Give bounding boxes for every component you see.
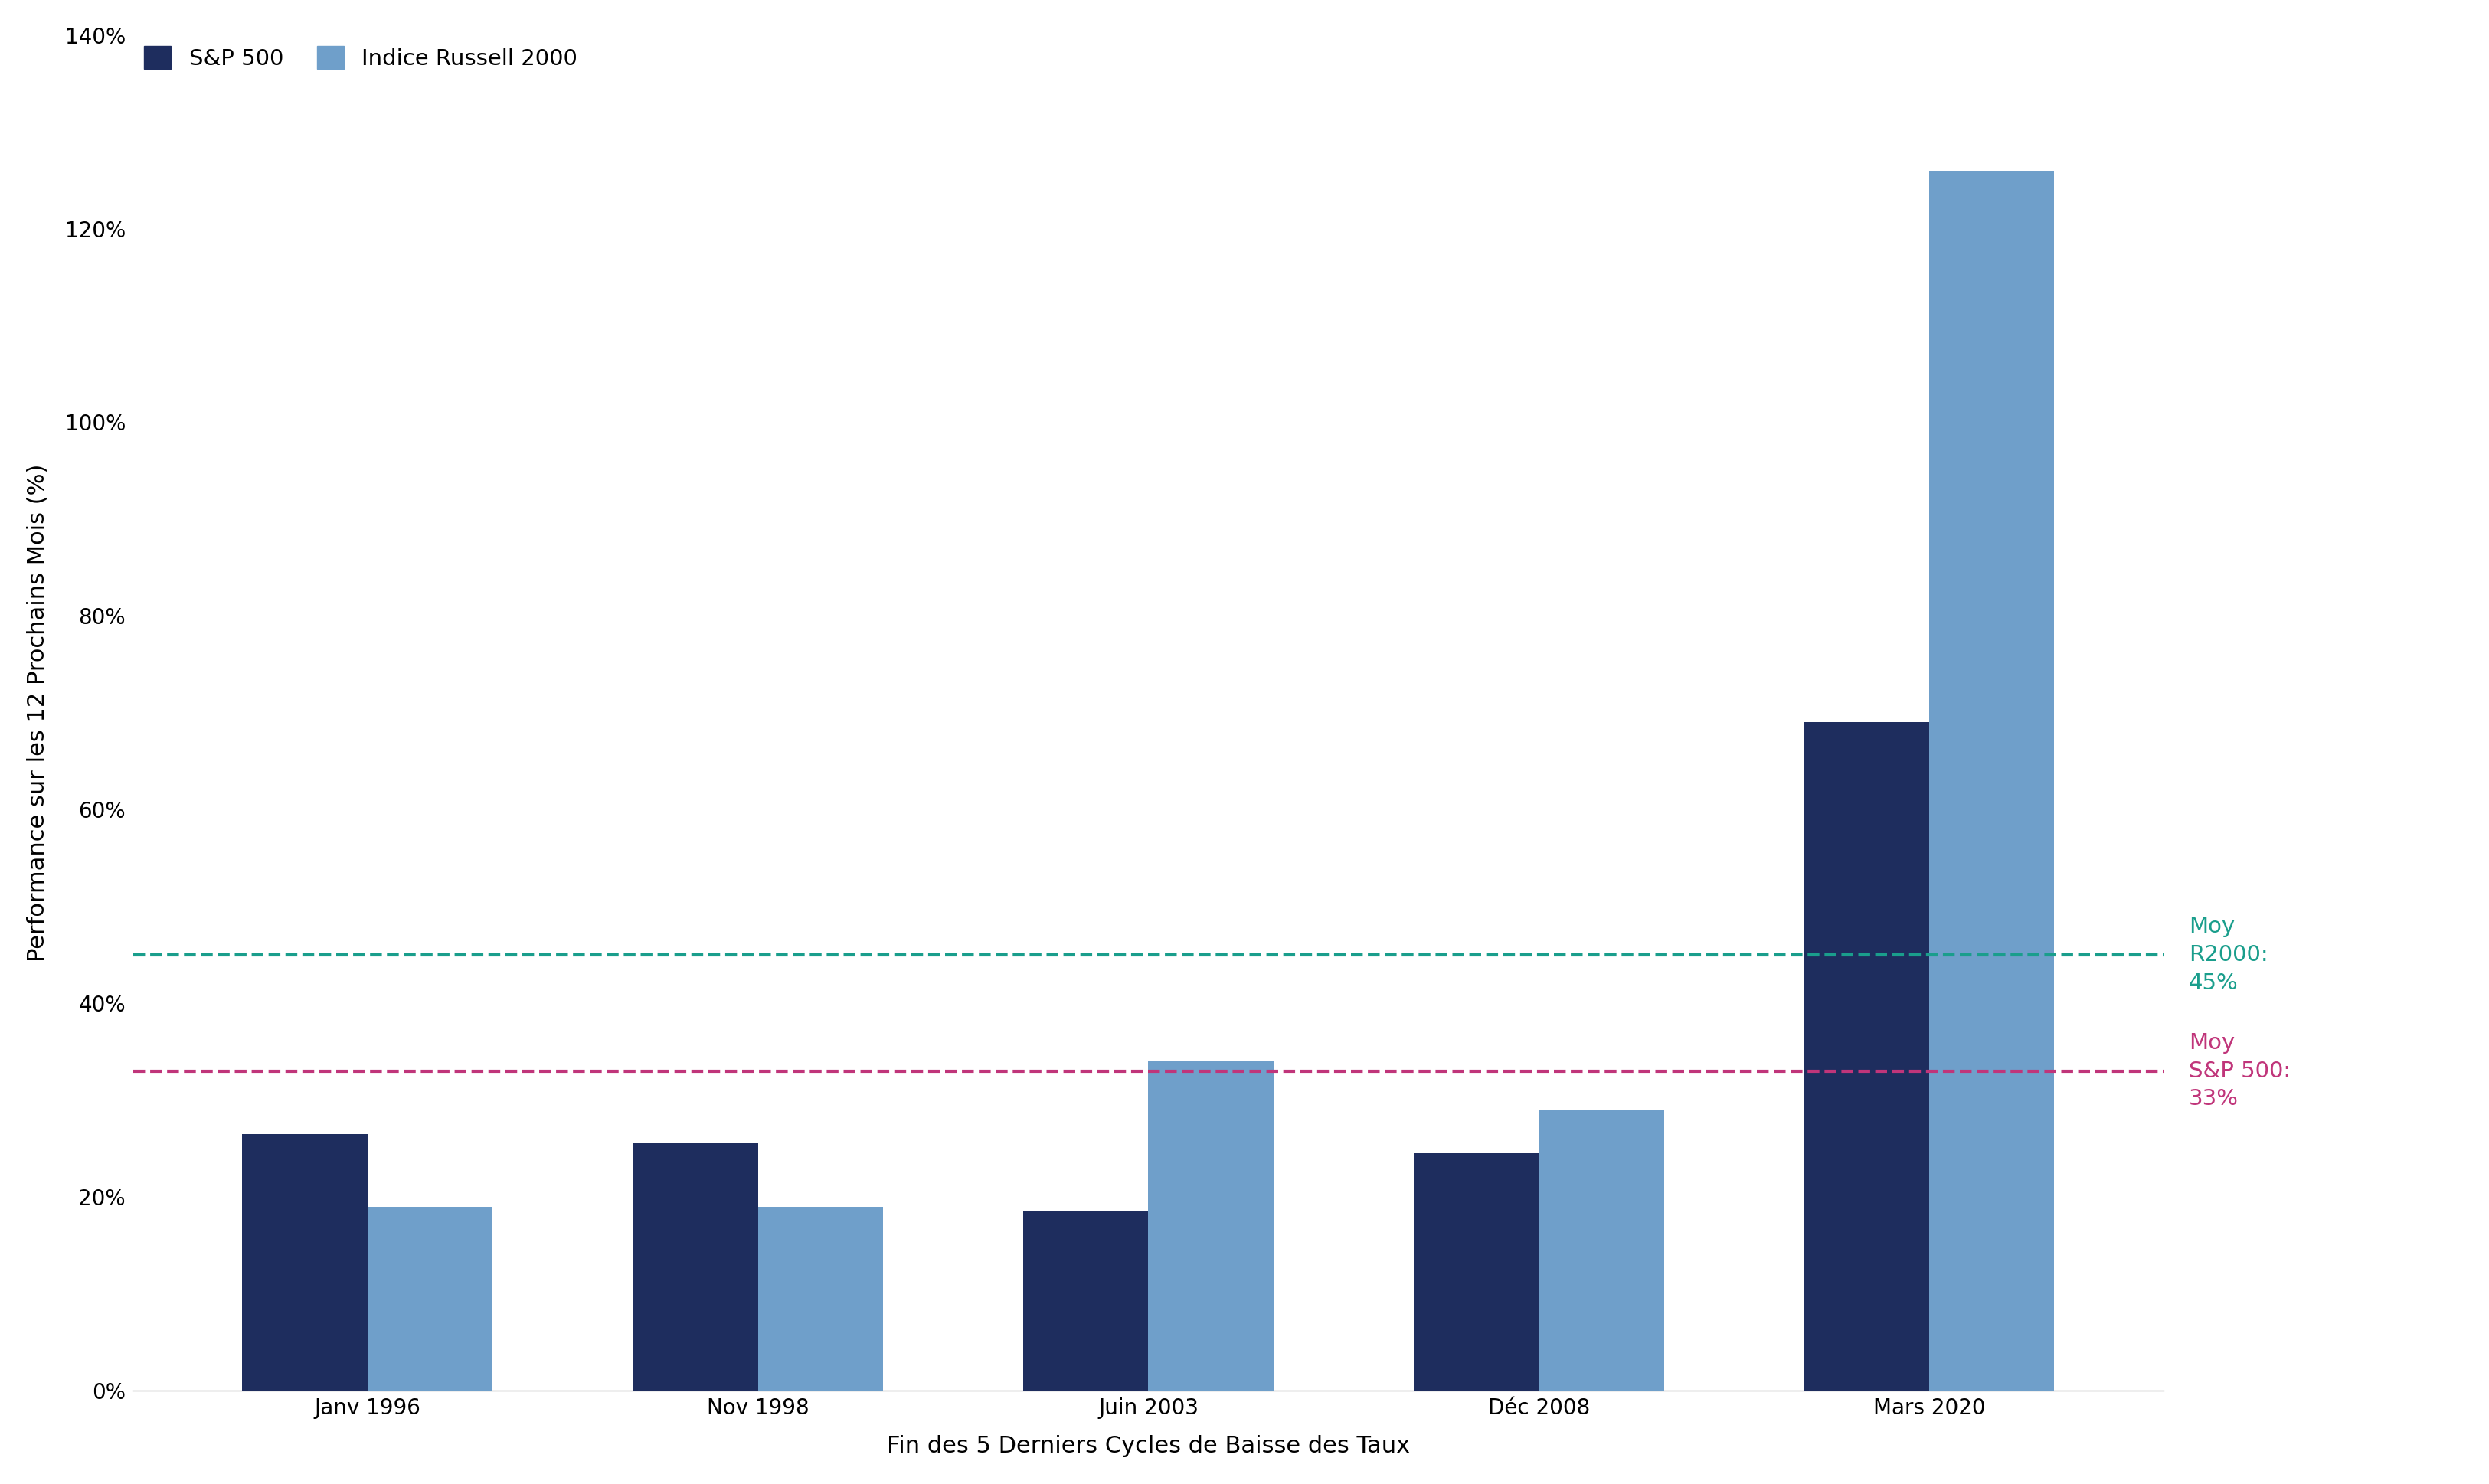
Bar (1805, 723, 1929, 1391)
Bar (757, 1206, 884, 1391)
Y-axis label: Performance sur les 12 Prochains Mois (%): Performance sur les 12 Prochains Mois (%… (27, 463, 50, 962)
Text: Moy
S&P 500:
33%: Moy S&P 500: 33% (2188, 1031, 2290, 1110)
Bar (1023, 1211, 1147, 1391)
Bar (1147, 1061, 1274, 1391)
Legend: S&P 500, Indice Russell 2000: S&P 500, Indice Russell 2000 (144, 46, 577, 70)
Bar (241, 1134, 368, 1391)
Text: Moy
R2000:
45%: Moy R2000: 45% (2188, 916, 2267, 994)
Bar (632, 1144, 757, 1391)
Bar (1414, 1153, 1538, 1391)
Bar (1538, 1110, 1663, 1391)
Bar (1929, 171, 2053, 1391)
X-axis label: Fin des 5 Derniers Cycles de Baisse des Taux: Fin des 5 Derniers Cycles de Baisse des … (886, 1435, 1409, 1457)
Bar (368, 1206, 493, 1391)
